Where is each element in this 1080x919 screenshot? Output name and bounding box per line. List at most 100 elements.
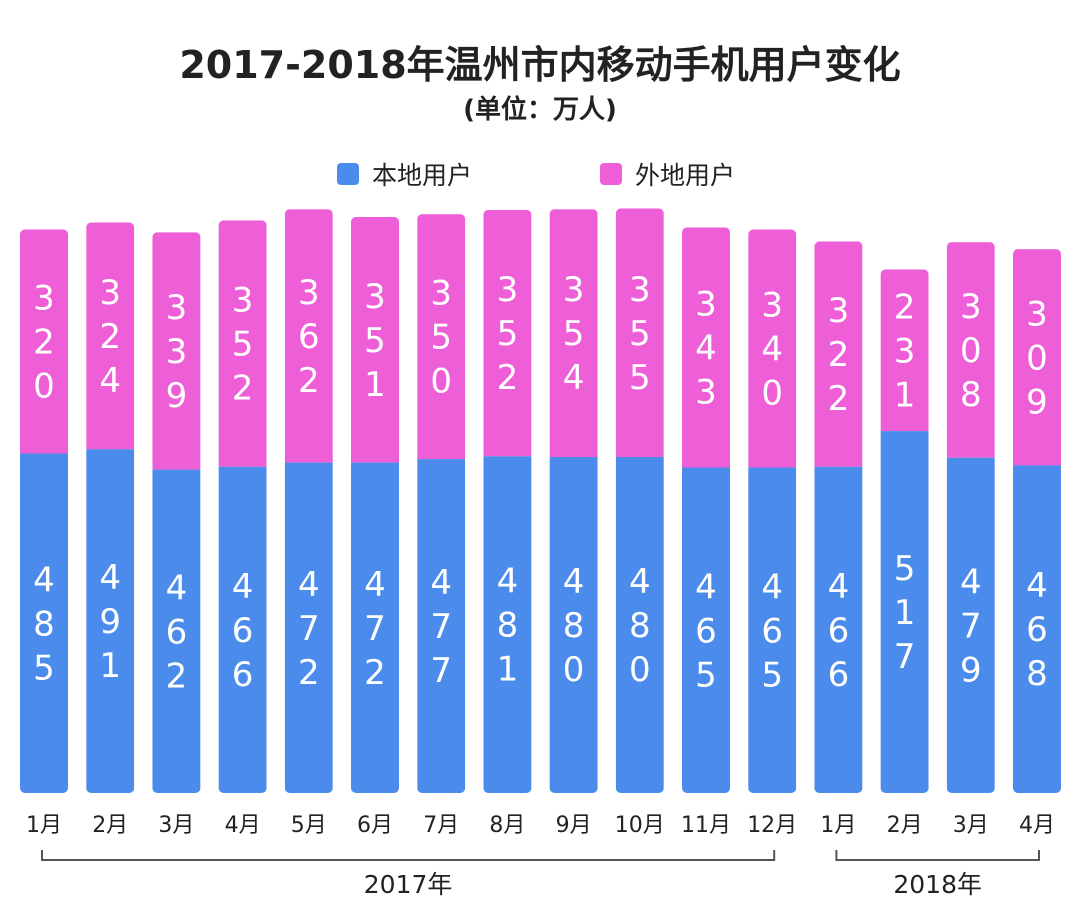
bar-group bbox=[814, 241, 863, 793]
data-label-nonlocal: 2 bbox=[828, 379, 850, 419]
bar-local bbox=[1013, 465, 1061, 793]
data-label-local: 1 bbox=[99, 646, 121, 686]
data-label-local: 1 bbox=[894, 593, 916, 633]
bar-nonlocal bbox=[20, 229, 68, 454]
data-label-local: 1 bbox=[497, 650, 519, 690]
x-tick-label: 2月 bbox=[887, 813, 923, 838]
bar-local bbox=[682, 467, 730, 793]
bar-nonlocal bbox=[946, 242, 995, 458]
data-label-local: 4 bbox=[298, 565, 320, 605]
x-tick-label: 5月 bbox=[291, 813, 327, 838]
data-label-local: 4 bbox=[99, 558, 121, 598]
data-label-nonlocal: 5 bbox=[497, 314, 519, 354]
year-groups: 2017年 2018年 bbox=[41, 850, 1040, 899]
data-label-nonlocal: 3 bbox=[761, 286, 783, 326]
bar-group bbox=[615, 208, 664, 793]
data-label-nonlocal: 3 bbox=[1026, 294, 1048, 334]
x-tick-label: 8月 bbox=[489, 813, 525, 838]
bar-group bbox=[549, 209, 598, 793]
data-label-local: 8 bbox=[1026, 654, 1048, 694]
data-label-local: 6 bbox=[761, 611, 783, 651]
x-tick-label: 3月 bbox=[158, 813, 194, 838]
data-label-local: 7 bbox=[364, 609, 386, 649]
bar-local bbox=[417, 459, 466, 793]
data-label-nonlocal: 9 bbox=[166, 376, 188, 416]
data-label-local: 4 bbox=[364, 565, 386, 605]
bars: 3204853244913394623524663624723514723504… bbox=[20, 208, 1061, 793]
bar-local bbox=[483, 456, 532, 793]
data-label-nonlocal: 5 bbox=[563, 314, 585, 354]
data-label-nonlocal: 4 bbox=[563, 358, 585, 398]
year-bracket bbox=[41, 850, 776, 861]
x-tick-label: 4月 bbox=[225, 813, 261, 838]
bar-local bbox=[549, 457, 598, 793]
data-label-nonlocal: 0 bbox=[960, 331, 982, 371]
data-label-nonlocal: 3 bbox=[298, 273, 320, 313]
data-label-nonlocal: 6 bbox=[298, 317, 320, 357]
data-label-nonlocal: 3 bbox=[364, 277, 386, 317]
data-label-local: 5 bbox=[695, 655, 717, 695]
legend: 本地用户 外地用户 bbox=[337, 161, 735, 190]
x-tick-label: 7月 bbox=[423, 813, 459, 838]
bar-group bbox=[417, 214, 466, 793]
bar-nonlocal bbox=[615, 208, 664, 457]
data-label-local: 6 bbox=[232, 655, 254, 695]
bar-local bbox=[284, 462, 333, 793]
data-label-nonlocal: 3 bbox=[629, 270, 651, 310]
data-label-nonlocal: 3 bbox=[430, 274, 452, 314]
data-label-nonlocal: 3 bbox=[166, 332, 188, 372]
legend-swatch-nonlocal bbox=[600, 163, 622, 185]
data-label-nonlocal: 0 bbox=[33, 367, 55, 407]
bar-group bbox=[483, 209, 532, 793]
data-label-nonlocal: 1 bbox=[364, 365, 386, 405]
data-label-local: 8 bbox=[563, 606, 585, 646]
year-bracket bbox=[835, 850, 1040, 861]
data-label-nonlocal: 2 bbox=[232, 369, 254, 409]
data-label-nonlocal: 0 bbox=[1026, 338, 1048, 378]
bar-local bbox=[880, 431, 929, 793]
data-label-local: 2 bbox=[166, 656, 188, 696]
x-tick-label: 11月 bbox=[681, 813, 731, 838]
bar-local bbox=[218, 466, 267, 793]
data-label-nonlocal: 5 bbox=[232, 325, 254, 365]
data-label-nonlocal: 5 bbox=[430, 318, 452, 358]
bar-nonlocal bbox=[1013, 249, 1061, 466]
data-label-nonlocal: 4 bbox=[695, 328, 717, 368]
bar-group bbox=[1013, 249, 1061, 793]
data-label-nonlocal: 2 bbox=[33, 323, 55, 363]
data-label-local: 7 bbox=[894, 637, 916, 677]
data-label-local: 4 bbox=[430, 563, 452, 603]
x-tick-label: 12月 bbox=[747, 813, 797, 838]
data-label-nonlocal: 4 bbox=[99, 361, 121, 401]
data-label-local: 7 bbox=[430, 651, 452, 691]
data-label-local: 4 bbox=[232, 567, 254, 607]
data-label-local: 8 bbox=[33, 604, 55, 644]
x-tick-label: 2月 bbox=[92, 813, 128, 838]
year-group-label: 2017年 bbox=[364, 870, 453, 899]
data-label-nonlocal: 3 bbox=[695, 284, 717, 324]
data-label-local: 5 bbox=[761, 655, 783, 695]
x-axis-ticks: 1月 2月 3月 4月 5月 6月 7月 8月 9月 10月 11月 12月 1月 2月 3月 4月 bbox=[26, 813, 1055, 838]
bar-local bbox=[152, 469, 201, 793]
chart-subtitle: (单位：万人) bbox=[463, 94, 617, 125]
data-label-local: 4 bbox=[695, 567, 717, 607]
bar-local bbox=[615, 457, 664, 793]
data-label-nonlocal: 1 bbox=[894, 375, 916, 415]
bar-group bbox=[351, 216, 399, 793]
bar-local bbox=[86, 449, 135, 793]
x-tick-label: 6月 bbox=[357, 813, 393, 838]
legend-label-local: 本地用户 bbox=[372, 161, 472, 190]
x-tick-label: 3月 bbox=[953, 813, 989, 838]
data-label-nonlocal: 3 bbox=[99, 273, 121, 313]
bar-group bbox=[86, 222, 135, 793]
data-label-local: 0 bbox=[563, 650, 585, 690]
data-label-nonlocal: 2 bbox=[99, 317, 121, 357]
data-label-local: 9 bbox=[99, 602, 121, 642]
bar-group bbox=[880, 269, 929, 793]
data-label-local: 4 bbox=[1026, 566, 1048, 606]
bar-local bbox=[20, 453, 68, 793]
x-tick-label: 1月 bbox=[820, 813, 856, 838]
data-label-nonlocal: 0 bbox=[430, 362, 452, 402]
data-label-nonlocal: 3 bbox=[960, 287, 982, 327]
